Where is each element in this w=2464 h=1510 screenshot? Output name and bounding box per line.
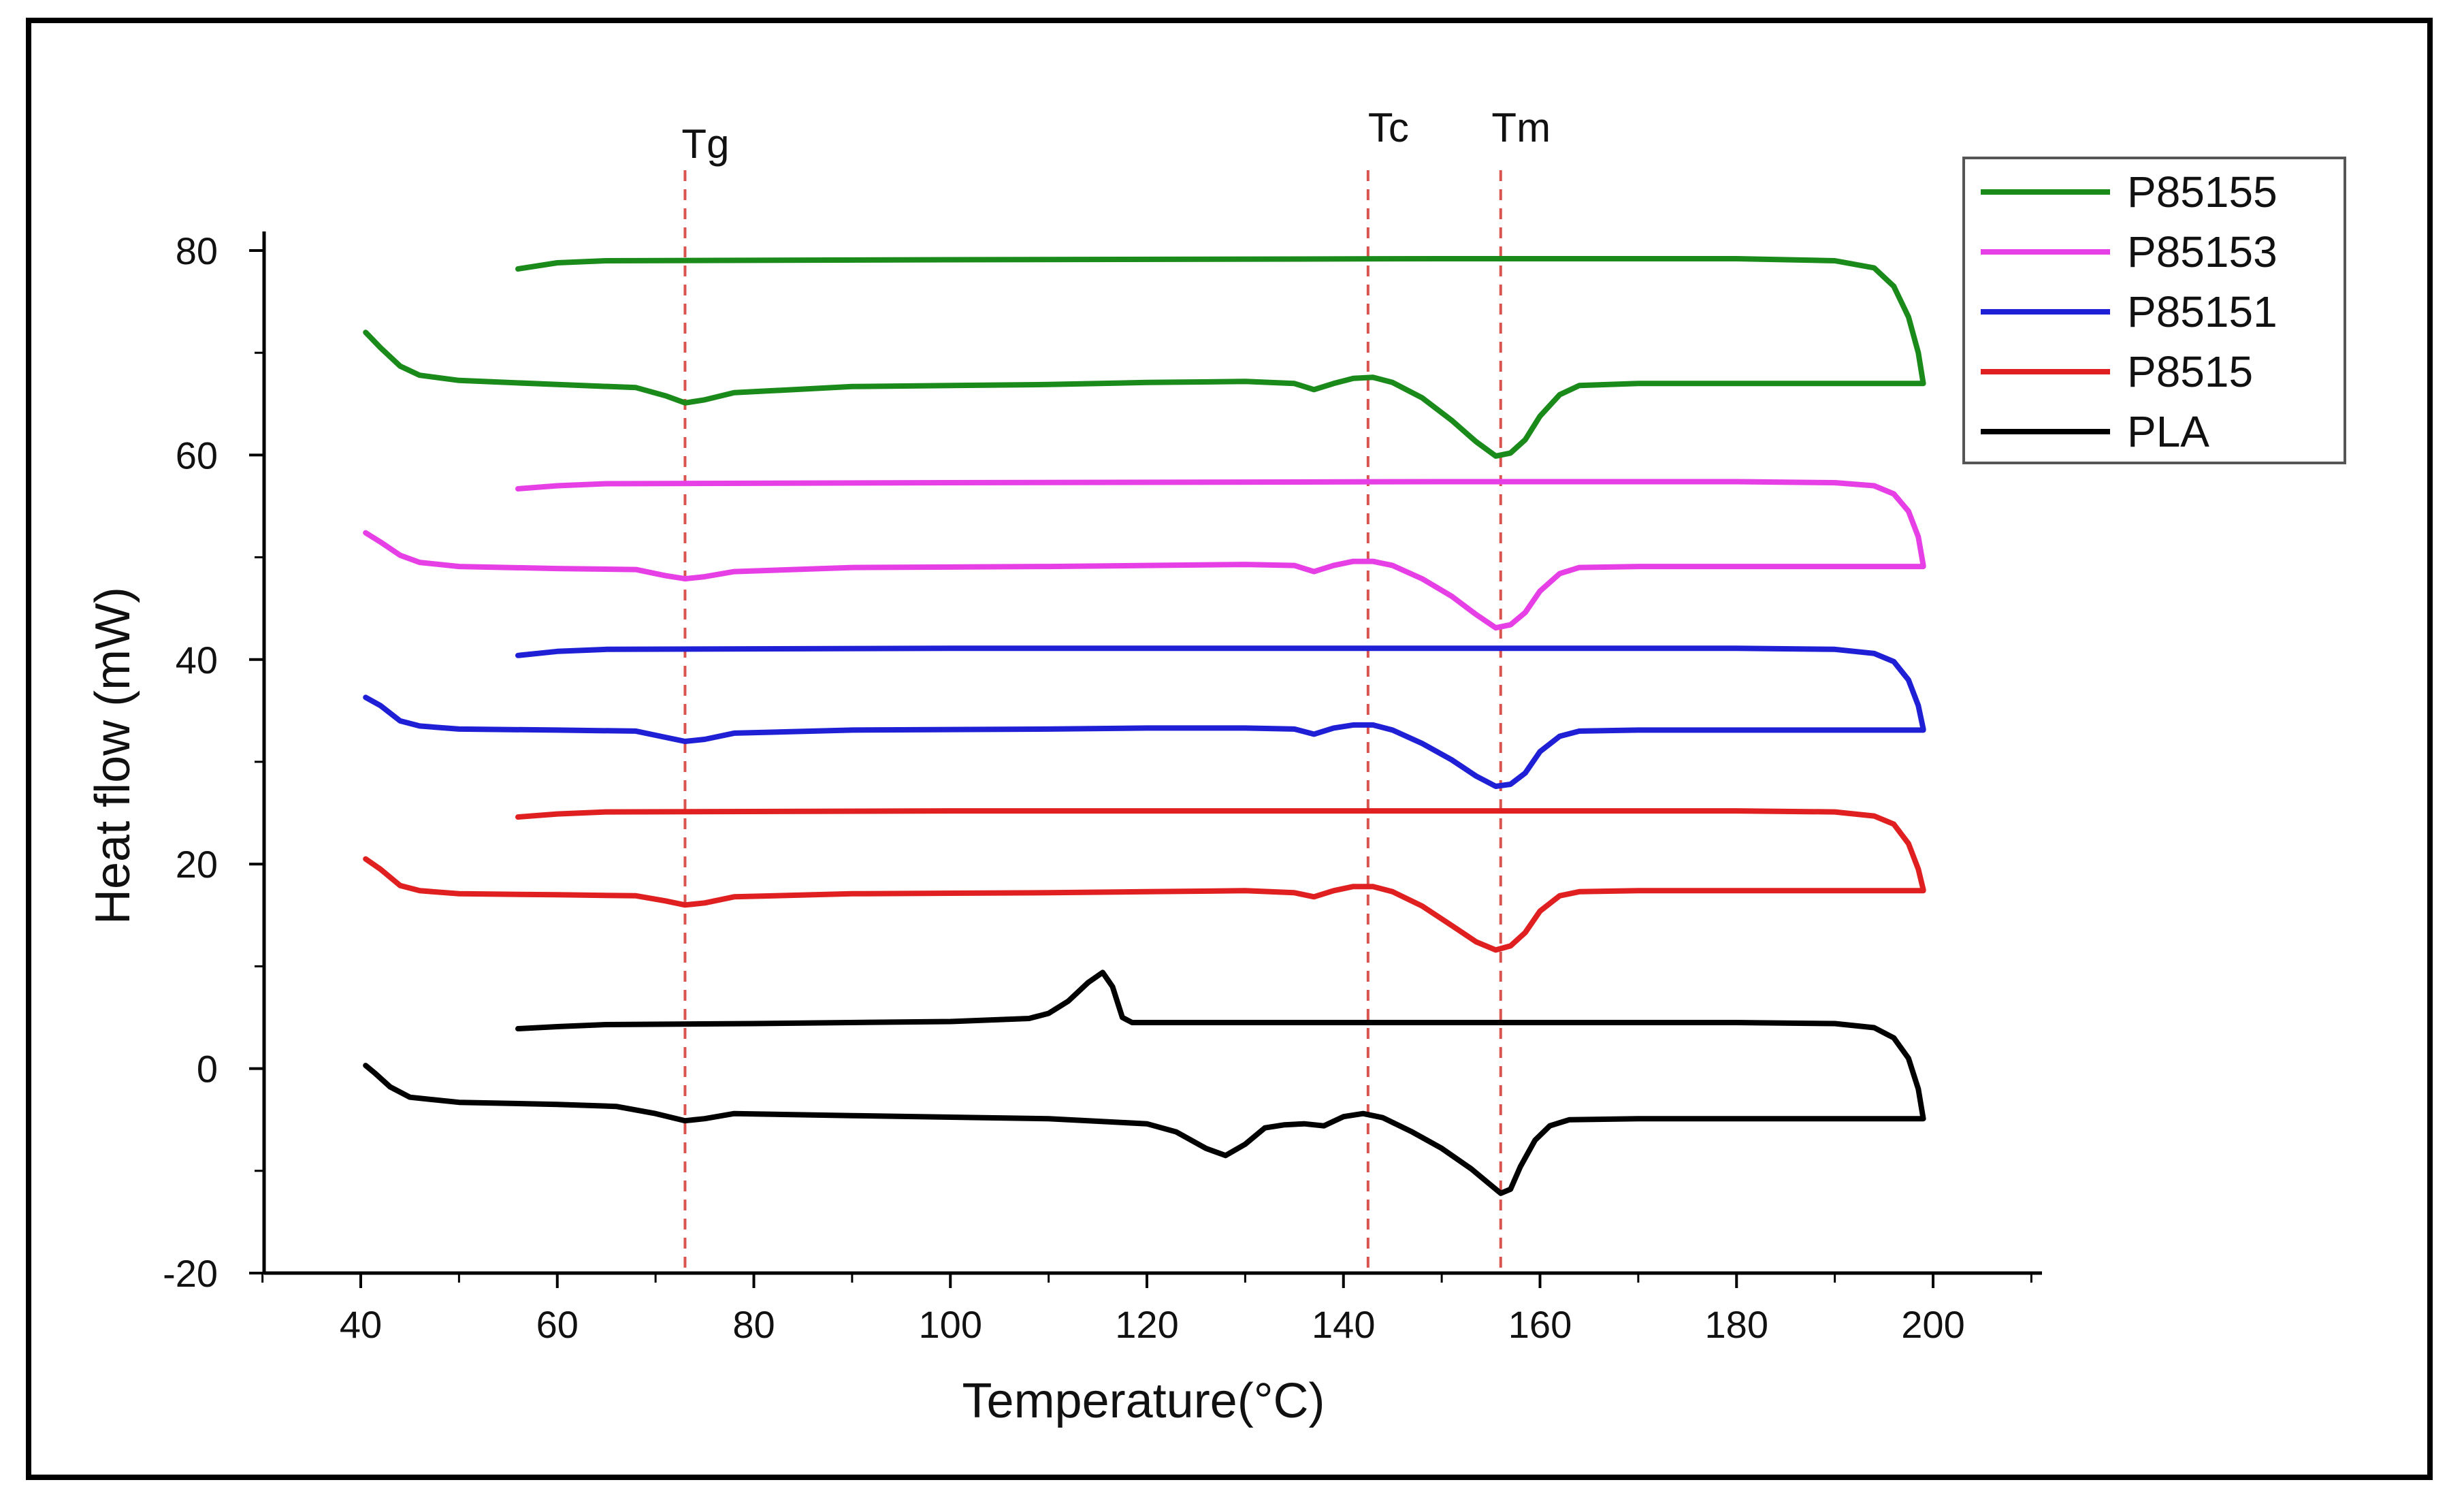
y-tick-label: 80 (176, 229, 218, 272)
legend: P85155 P85153 P85151 P8515 PLA (1962, 157, 2346, 464)
x-tick-label: 80 (732, 1303, 775, 1346)
x-tick-label: 160 (1508, 1303, 1572, 1346)
y-ticks: -20 0 20 40 60 80 (163, 229, 264, 1295)
series-line-p85155 (363, 256, 1926, 459)
y-tick-label: 40 (176, 639, 218, 681)
x-tick-label: 40 (340, 1303, 382, 1346)
y-tick-label: 0 (197, 1048, 218, 1091)
y-tick-label: 60 (176, 434, 218, 477)
marker-label-tm: Tm (1491, 105, 1551, 150)
legend-label-p85155: P85155 (2127, 167, 2277, 216)
series-line-p8515 (363, 808, 1926, 953)
x-tick-label: 60 (536, 1303, 579, 1346)
x-axis-title: Temperature(°C) (962, 1374, 1325, 1428)
series-group (363, 256, 1926, 1196)
y-tick-label: 20 (176, 843, 218, 886)
y-tick-label: -20 (163, 1252, 218, 1295)
series-line-p85151 (363, 645, 1926, 789)
x-tick-label: 200 (1901, 1303, 1964, 1346)
legend-label-p85151: P85151 (2127, 287, 2277, 336)
marker-label-tc: Tc (1368, 105, 1409, 150)
legend-label-pla: PLA (2127, 407, 2209, 456)
x-tick-label: 120 (1115, 1303, 1178, 1346)
series-line-pla (363, 969, 1926, 1196)
series-line-p85153 (363, 479, 1926, 631)
y-axis-title: Heat flow (mW) (86, 587, 140, 925)
x-tick-label: 100 (919, 1303, 982, 1346)
x-tick-label: 140 (1312, 1303, 1375, 1346)
x-ticks: 40 60 80 100 120 140 160 180 200 (261, 1273, 2032, 1346)
marker-lines: Tg Tc Tm (681, 105, 1551, 1273)
x-tick-label: 180 (1705, 1303, 1768, 1346)
marker-label-tg: Tg (681, 121, 729, 167)
axes (262, 231, 2042, 1275)
legend-label-p85153: P85153 (2127, 227, 2277, 276)
legend-label-p8515: P8515 (2127, 347, 2253, 396)
